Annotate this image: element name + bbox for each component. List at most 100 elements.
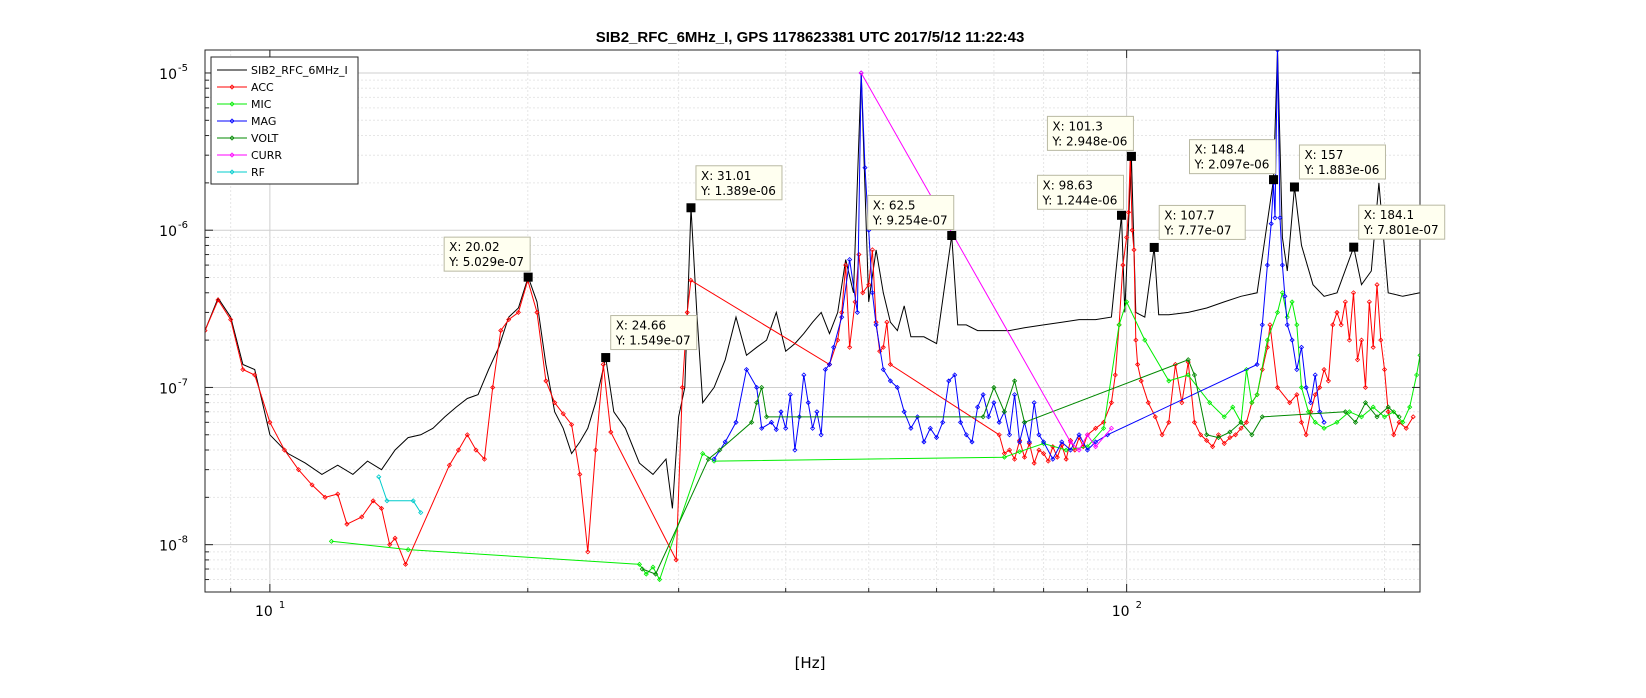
data-point bbox=[1407, 404, 1413, 410]
datatip-x: X: 107.7 bbox=[1164, 208, 1214, 222]
data-point bbox=[1135, 361, 1141, 368]
legend-marker bbox=[229, 152, 235, 158]
y-tick-exponent: -7 bbox=[178, 377, 188, 388]
data-point bbox=[1334, 419, 1340, 425]
data-point bbox=[455, 447, 462, 453]
legend-label: SIB2_RFC_6MHz_I bbox=[251, 64, 348, 77]
data-point bbox=[1227, 429, 1233, 435]
datatip-y: Y: 7.77e-07 bbox=[1163, 223, 1231, 237]
legend-item[interactable]: SIB2_RFC_6MHz_I bbox=[217, 64, 348, 77]
legend-marker bbox=[229, 169, 235, 175]
data-point bbox=[1017, 449, 1023, 455]
data-point bbox=[700, 450, 706, 457]
data-point bbox=[1166, 378, 1172, 384]
data-point bbox=[1238, 419, 1244, 425]
data-point bbox=[378, 505, 385, 512]
datatip-x: X: 184.1 bbox=[1364, 208, 1414, 222]
data-point bbox=[1124, 234, 1130, 240]
data-point bbox=[1243, 366, 1250, 373]
data-point bbox=[1191, 419, 1198, 425]
legend[interactable]: SIB2_RFC_6MHz_I ACC MIC MAG VOLT CURR RF bbox=[210, 56, 359, 185]
datatip[interactable]: X: 31.01Y: 1.389e-06 bbox=[686, 165, 783, 213]
data-point bbox=[1124, 299, 1130, 305]
data-point bbox=[1282, 293, 1288, 299]
data-point bbox=[1243, 419, 1250, 425]
datatip[interactable]: X: 107.7Y: 7.77e-07 bbox=[1149, 204, 1246, 252]
data-point bbox=[768, 419, 775, 425]
legend-label: MIC bbox=[251, 98, 272, 111]
data-point bbox=[1050, 456, 1056, 462]
data-point bbox=[869, 290, 875, 296]
legend-item[interactable]: CURR bbox=[217, 149, 282, 162]
legend-item[interactable]: MIC bbox=[217, 98, 272, 111]
data-point bbox=[1308, 400, 1314, 406]
y-tick-exponent: -6 bbox=[178, 220, 188, 231]
data-point bbox=[1268, 221, 1274, 227]
data-point bbox=[1101, 425, 1107, 431]
data-point bbox=[1321, 419, 1327, 425]
data-point bbox=[754, 400, 760, 406]
datatip[interactable]: X: 101.3Y: 2.948e-06 bbox=[1046, 115, 1136, 161]
data-point bbox=[1396, 414, 1402, 420]
data-point bbox=[384, 498, 390, 504]
datatip-y: Y: 1.389e-06 bbox=[700, 184, 776, 198]
data-point bbox=[1354, 357, 1361, 363]
legend-item[interactable]: MAG bbox=[217, 115, 276, 128]
datatip-y: Y: 2.948e-06 bbox=[1051, 134, 1127, 148]
datatip-y: Y: 2.097e-06 bbox=[1194, 158, 1270, 172]
data-point bbox=[1021, 454, 1028, 460]
data-point bbox=[498, 327, 504, 334]
datatip[interactable]: X: 98.63Y: 1.244e-06 bbox=[1036, 174, 1126, 220]
data-point bbox=[869, 247, 875, 253]
datatip[interactable]: X: 20.02Y: 5.029e-07 bbox=[443, 236, 533, 282]
datatip-y: Y: 1.549e-07 bbox=[615, 334, 691, 348]
datatip-marker bbox=[523, 272, 533, 282]
series-line bbox=[642, 359, 1400, 575]
data-point bbox=[1221, 414, 1227, 420]
data-point bbox=[543, 378, 549, 384]
legend-label: CURR bbox=[251, 149, 282, 162]
data-point bbox=[1145, 400, 1151, 406]
datatip-y: Y: 1.883e-06 bbox=[1303, 163, 1379, 177]
legend-item[interactable]: ACC bbox=[217, 81, 274, 94]
data-point bbox=[473, 447, 479, 453]
data-point bbox=[534, 309, 540, 315]
data-point bbox=[818, 432, 824, 438]
datatip[interactable]: X: 184.1Y: 7.801e-07 bbox=[1349, 204, 1446, 252]
series-volt bbox=[639, 357, 1402, 577]
data-point bbox=[656, 576, 663, 583]
datatip-marker bbox=[1269, 175, 1279, 185]
legend-item[interactable]: RF bbox=[217, 166, 265, 179]
data-point bbox=[1120, 262, 1126, 268]
data-point bbox=[1006, 432, 1013, 438]
data-point bbox=[858, 70, 864, 76]
data-point bbox=[1264, 337, 1271, 343]
data-point bbox=[866, 282, 872, 288]
data-point bbox=[749, 419, 755, 425]
legend-item[interactable]: VOLT bbox=[217, 132, 279, 145]
data-point bbox=[1259, 414, 1265, 420]
data-point bbox=[843, 262, 849, 268]
data-point bbox=[688, 277, 694, 283]
datatip-box bbox=[867, 195, 955, 231]
datatip-box bbox=[443, 236, 531, 272]
datatip-x: X: 20.02 bbox=[449, 240, 499, 254]
data-point bbox=[376, 474, 382, 480]
data-point bbox=[552, 400, 558, 406]
data-point bbox=[839, 314, 845, 320]
data-point bbox=[952, 372, 958, 378]
datatip-x: X: 31.01 bbox=[701, 169, 751, 183]
data-point bbox=[773, 426, 779, 433]
datatip[interactable]: X: 24.66Y: 1.549e-07 bbox=[601, 315, 698, 363]
data-point bbox=[1230, 404, 1236, 410]
data-point bbox=[1116, 322, 1122, 328]
datatip[interactable]: X: 148.4Y: 2.097e-06 bbox=[1189, 139, 1279, 185]
data-point bbox=[1191, 372, 1198, 378]
data-point bbox=[1017, 439, 1023, 445]
data-point bbox=[1346, 337, 1353, 343]
datatip[interactable]: X: 62.5Y: 9.254e-07 bbox=[867, 195, 957, 241]
data-point bbox=[1031, 400, 1037, 406]
data-point bbox=[405, 547, 411, 553]
